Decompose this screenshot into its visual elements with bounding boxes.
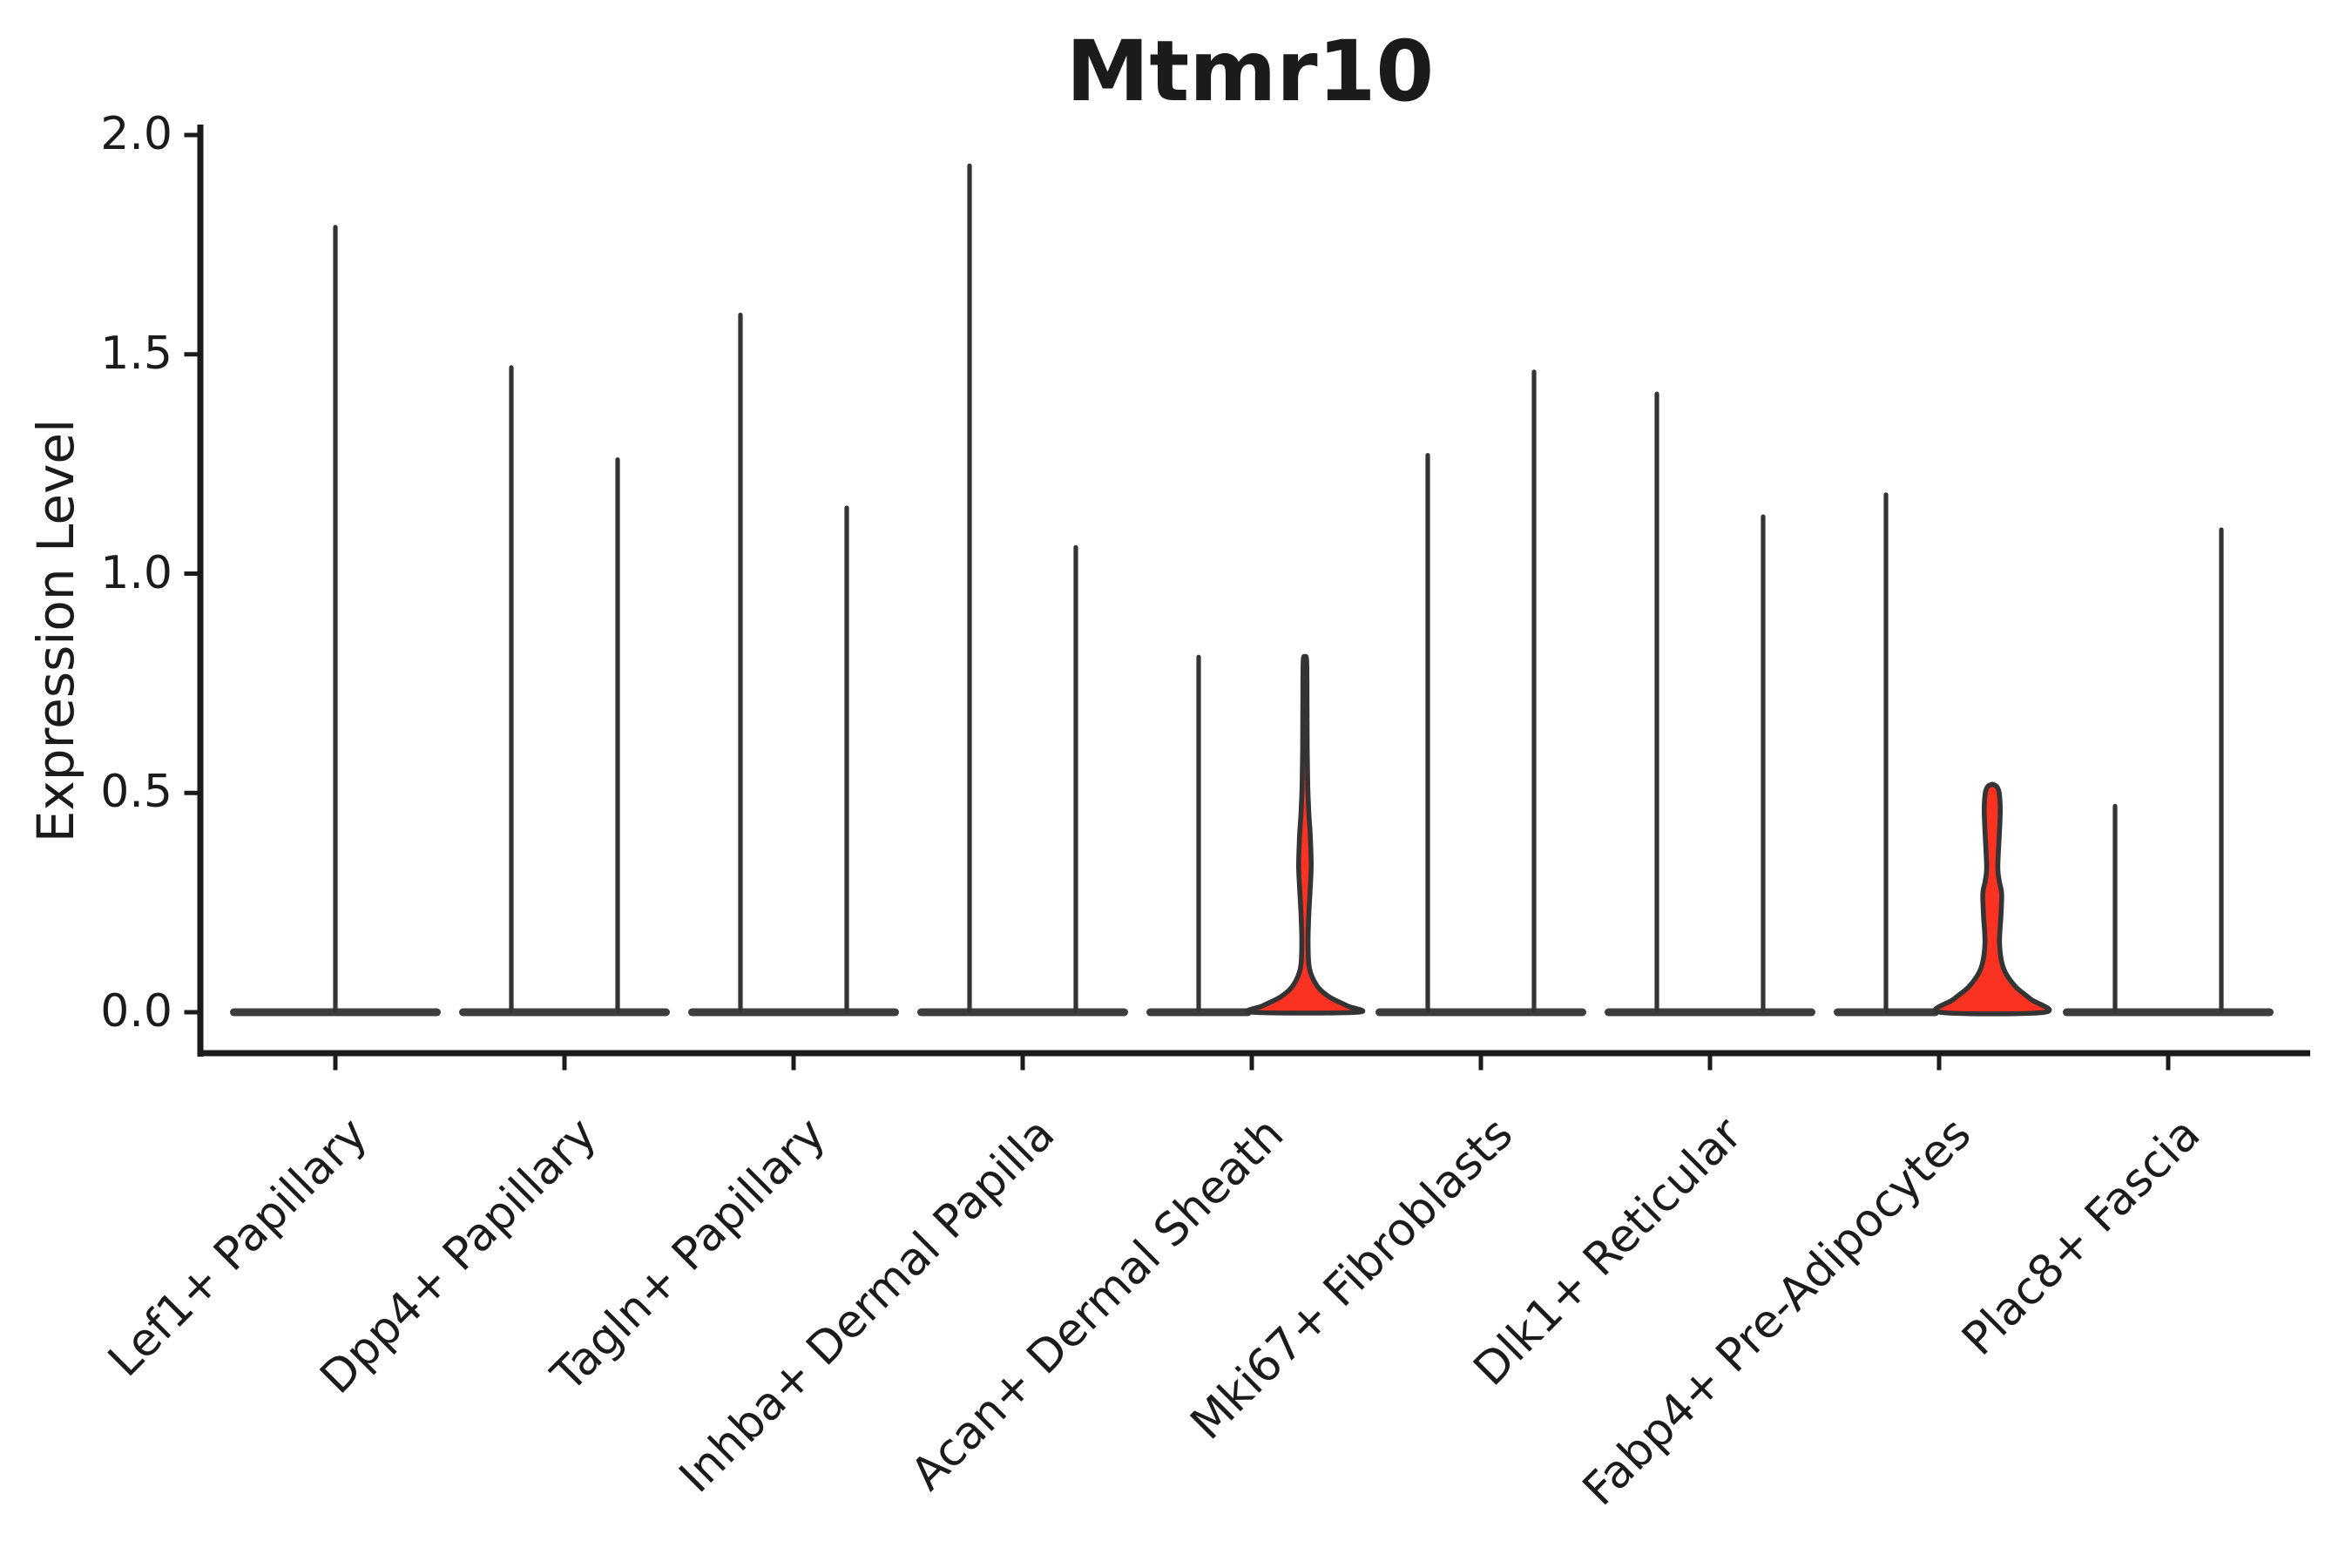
violin-base-3 [917,1008,1128,1017]
violin-red-right-7 [1932,781,2052,1017]
y-tick-label: 0.5 [100,766,172,819]
violin-base-8 [2063,1008,2274,1017]
y-tick-label: 1.5 [100,327,172,380]
chart-title: Mtmr10 [1065,23,1435,120]
y-tick-label: 1.0 [100,546,172,599]
violin-base-1 [459,1008,670,1017]
violin-base-6 [1605,1008,1815,1017]
y-tick-label: 0.0 [100,985,172,1037]
violin-base-2 [688,1008,899,1017]
violin-red-right-4 [1244,653,1366,1016]
violin-base-5 [1375,1008,1586,1017]
y-tick-label: 2.0 [100,108,172,160]
